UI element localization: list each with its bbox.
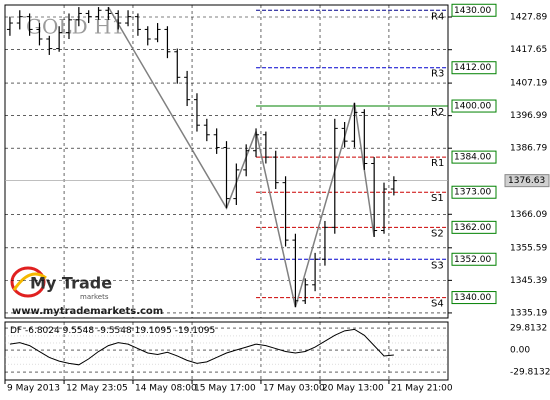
indicator-tick-label: 0.00 [510, 346, 530, 356]
chart-title: GOLD H1 [26, 15, 124, 39]
level-box [451, 291, 497, 305]
level-label: 1430.00 [454, 6, 491, 16]
indicator-level: -9.5548 [97, 326, 132, 336]
y-tick-label: 1366.09 [510, 210, 547, 220]
indicator-name: DF [10, 326, 22, 336]
indicator-line [9, 328, 394, 366]
level-name: S3 [431, 260, 444, 271]
y-tick-label: 1335.19 [510, 308, 547, 318]
y-tick-label: 1345.39 [510, 276, 547, 286]
zigzag [107, 6, 375, 308]
logo-swoosh [12, 272, 47, 291]
level-box [451, 150, 497, 164]
level-name: R2 [431, 107, 444, 118]
logo: My Trade markets www.mytrademarkets.com [10, 266, 163, 317]
x-tick-label: 12 May 23:05 [66, 384, 128, 394]
x-tick-label: 21 May 21:00 [391, 384, 453, 394]
level-box [451, 99, 497, 113]
level-label: 1352.00 [454, 255, 491, 265]
y-tick-label: 1355.59 [510, 243, 547, 253]
level-name: S4 [431, 299, 444, 310]
level-name: S2 [431, 228, 444, 239]
indicator-frame [4, 321, 449, 381]
logo-url: www.mytrademarkets.com [12, 306, 163, 317]
y-tick-label: 1386.79 [510, 144, 547, 154]
level-label: 1373.00 [454, 188, 491, 198]
last-price-label: 1376.63 [508, 176, 545, 186]
indicator-level: -19.1095 [175, 326, 215, 336]
indicator-tick-label: 29.8132 [510, 324, 547, 334]
last-price-box [504, 174, 550, 188]
level-label: 1400.00 [454, 102, 491, 112]
level-label: 1412.00 [454, 63, 491, 73]
y-tick-label: 1427.89 [510, 13, 547, 23]
level-name: R1 [431, 158, 444, 169]
indicator-tick-label: -29.8132 [510, 368, 550, 378]
level-name: S1 [431, 193, 444, 204]
level-name: R4 [431, 11, 444, 22]
level-label: 1362.00 [454, 223, 491, 233]
y-tick-label: 1417.65 [510, 45, 547, 55]
indicator-current: -6.8024 [25, 326, 60, 336]
y-tick-label: 1396.99 [510, 111, 547, 121]
x-tick-label: 15 May 17:00 [194, 384, 256, 394]
indicator-level: 19.1095 [135, 326, 172, 336]
indicator-header: DF -6.8024 9.5548 -9.5548 19.1095 -19.10… [10, 326, 215, 336]
logo-sub: markets [80, 293, 109, 301]
level-label: 1384.00 [454, 153, 491, 163]
level-box [451, 185, 497, 199]
y-tick-label: 1407.19 [510, 79, 547, 89]
level-box [451, 252, 497, 266]
x-tick-label: 9 May 2013 [7, 384, 60, 394]
level-box [451, 220, 497, 234]
logo-ring [10, 266, 46, 298]
logo-name: My Trade [30, 274, 112, 293]
level-name: R3 [431, 69, 444, 80]
x-tick-label: 20 May 13:00 [322, 384, 384, 394]
level-box [451, 61, 497, 75]
x-tick-label: 17 May 03:00 [263, 384, 325, 394]
level-label: 1340.00 [454, 293, 491, 303]
indicator-level: 9.5548 [63, 326, 95, 336]
x-tick-label: 14 May 08:00 [135, 384, 197, 394]
level-box [451, 3, 497, 17]
